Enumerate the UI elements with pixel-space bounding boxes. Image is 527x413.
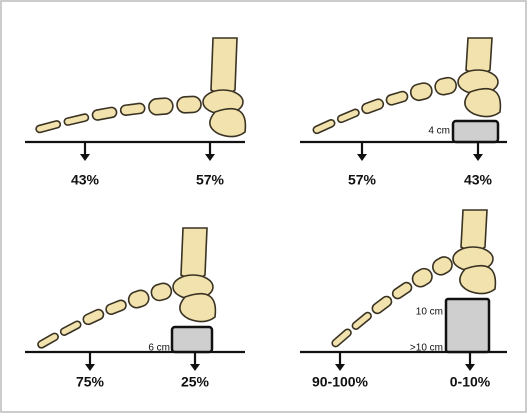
foot-bones <box>331 209 497 348</box>
foot-bone <box>119 102 146 117</box>
arrow-head <box>335 364 345 371</box>
heel-label: 0-10% <box>450 374 491 390</box>
foot-bone <box>127 289 150 309</box>
heel-block <box>170 325 214 354</box>
foot-bone <box>148 97 174 116</box>
block-label: 6 cm <box>148 343 170 354</box>
tibia <box>460 209 488 252</box>
foot-bone <box>176 95 202 114</box>
heel-label: 57% <box>196 172 225 188</box>
block-label: >10 cm <box>410 343 443 354</box>
foot-bone <box>391 281 413 300</box>
block-label: 4 cm <box>428 126 450 137</box>
foot-bones <box>312 37 502 135</box>
foot-bones <box>35 37 247 138</box>
arrow-head <box>473 154 483 161</box>
foot-bone <box>59 320 82 336</box>
foot-bone <box>331 328 352 348</box>
arrow-head <box>357 154 367 161</box>
calcaneus <box>459 264 497 295</box>
foot-bone <box>91 106 118 121</box>
foot-bones <box>37 227 217 349</box>
heel-label: 43% <box>464 172 493 188</box>
foot-bone <box>361 98 385 115</box>
tibia <box>180 227 208 280</box>
forefoot-label: 43% <box>71 172 100 188</box>
foot-bone <box>82 308 105 326</box>
foot-bone <box>385 90 409 106</box>
arrow-head <box>205 154 215 161</box>
foot-bone <box>434 76 457 96</box>
heel-block <box>444 297 491 354</box>
calcaneus <box>464 87 502 118</box>
foot-bone <box>411 267 433 288</box>
foot-bone <box>312 118 336 135</box>
foot-bone <box>432 256 453 276</box>
arrow-head <box>465 364 475 371</box>
calcaneus <box>179 292 217 323</box>
foot-bone <box>37 332 59 349</box>
heel-block <box>451 119 500 144</box>
foot-bone <box>150 282 173 302</box>
arrow-head <box>80 154 90 161</box>
arrow-head <box>190 364 200 371</box>
tibia <box>465 37 493 75</box>
forefoot-label: 57% <box>348 172 377 188</box>
feet <box>35 37 502 349</box>
calcaneus <box>209 107 247 138</box>
arrow-head <box>85 364 95 371</box>
foot-bone <box>35 120 62 134</box>
forefoot-label: 90-100% <box>312 374 369 390</box>
foot-bone <box>63 113 90 126</box>
tibia <box>210 37 238 95</box>
foot-bone <box>105 299 127 316</box>
foot-bone <box>336 108 360 124</box>
foot-bone <box>351 311 372 331</box>
forefoot-label: 75% <box>76 374 105 390</box>
block-label: 10 cm <box>416 307 443 318</box>
heel-label: 25% <box>181 374 210 390</box>
foot-bone <box>409 82 433 102</box>
foot-bone <box>371 295 393 315</box>
